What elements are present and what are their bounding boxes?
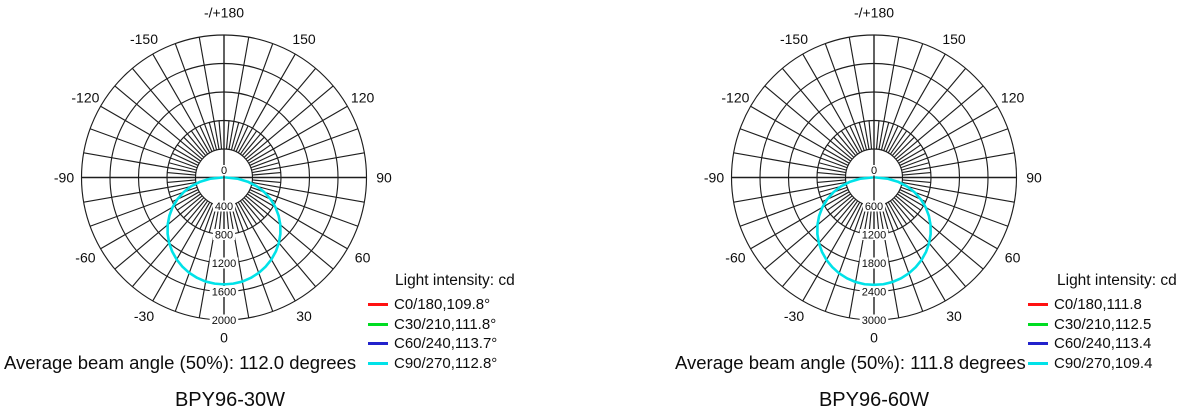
- legend-30w: Light intensity: cd C0/180,109.8° C30/210…: [366, 272, 515, 373]
- legend-swatch-line: [1028, 342, 1048, 346]
- svg-text:-150: -150: [780, 31, 808, 47]
- polar-chart-30w: 400 800 1200 1600 2000 0 -/+180 150 120 90 60 30 0 -3…: [54, 5, 392, 346]
- legend-swatch-line: [368, 342, 388, 346]
- angle-labels: -/+180 150 120 90 60 30 0 -30 -60 -90 -120 -150: [704, 5, 1042, 346]
- svg-text:-30: -30: [134, 308, 154, 324]
- svg-text:-30: -30: [784, 308, 804, 324]
- svg-text:-90: -90: [54, 170, 74, 186]
- svg-text:-/+180: -/+180: [854, 5, 894, 21]
- intensity-curve-C90-270: [166, 176, 282, 286]
- legend-entry: C60/240,113.7°: [368, 334, 515, 354]
- svg-text:-60: -60: [725, 250, 745, 266]
- svg-text:800: 800: [215, 230, 233, 242]
- svg-text:-90: -90: [704, 170, 724, 186]
- model-title-60w: BPY96-60W: [818, 389, 930, 411]
- svg-text:1200: 1200: [862, 230, 886, 242]
- svg-text:120: 120: [1001, 90, 1025, 106]
- svg-text:3000: 3000: [862, 315, 886, 327]
- svg-text:2400: 2400: [862, 287, 886, 299]
- legend-entry: C60/240,113.4: [1028, 334, 1177, 354]
- legend-entry-label: C90/270,109.4: [1054, 354, 1153, 372]
- legend-entry: C90/270,112.8°: [368, 354, 515, 374]
- svg-text:-/+180: -/+180: [204, 5, 244, 21]
- ring-value-labels: 600 1200 1800 2400 3000 0: [859, 165, 889, 327]
- svg-text:0: 0: [870, 330, 878, 346]
- svg-text:600: 600: [865, 201, 883, 213]
- svg-text:150: 150: [942, 31, 966, 47]
- angle-labels: -/+180 150 120 90 60 30 0 -30 -60 -90 -120 -150: [54, 5, 392, 346]
- intensity-curve-C90-270: [816, 176, 932, 287]
- svg-text:2000: 2000: [212, 315, 236, 327]
- legend-entries: C0/180,109.8° C30/210,111.8° C60/240,113.7…: [366, 295, 515, 373]
- svg-text:30: 30: [296, 308, 312, 324]
- legend-entry-label: C60/240,113.7°: [394, 335, 498, 352]
- legend-entry-label: C60/240,113.4: [1054, 335, 1152, 352]
- legend-entries: C0/180,111.8 C30/210,112.5 C60/240,113.4 C9…: [1026, 295, 1177, 373]
- legend-entry: C0/180,111.8: [1028, 295, 1177, 315]
- legend-entry-label: C30/210,112.5: [1054, 315, 1152, 333]
- svg-text:0: 0: [221, 165, 227, 177]
- svg-text:400: 400: [215, 201, 233, 213]
- beam-angle-text-60w: Average beam angle (50%): 111.8 degrees: [675, 352, 1026, 373]
- svg-text:-150: -150: [130, 31, 158, 47]
- legend-entry: C90/270,109.4: [1028, 354, 1177, 374]
- polar-grid: [730, 34, 1018, 321]
- legend-swatch-line: [1028, 303, 1048, 307]
- svg-text:1200: 1200: [212, 258, 236, 270]
- legend-swatch-line: [368, 361, 388, 365]
- ring-value-labels: 400 800 1200 1600 2000 0: [209, 165, 239, 327]
- legend-60w: Light intensity: cd C0/180,111.8 C30/210,…: [1026, 272, 1177, 373]
- svg-text:60: 60: [355, 250, 371, 266]
- svg-text:1600: 1600: [212, 287, 236, 299]
- legend-entry: C30/210,111.8°: [368, 315, 515, 335]
- legend-swatch-line: [1028, 361, 1048, 365]
- svg-text:90: 90: [1026, 170, 1042, 186]
- beam-angle-text-30w: Average beam angle (50%): 112.0 degrees: [4, 352, 357, 373]
- svg-text:120: 120: [351, 90, 375, 106]
- legend-swatch-line: [368, 303, 388, 307]
- svg-text:30: 30: [946, 308, 962, 324]
- svg-text:60: 60: [1005, 250, 1021, 266]
- svg-text:150: 150: [292, 31, 316, 47]
- legend-entry-label: C30/210,111.8°: [394, 315, 497, 333]
- legend-entry: C30/210,112.5: [1028, 315, 1177, 335]
- svg-text:90: 90: [376, 170, 392, 186]
- legend-entry-label: C0/180,111.8: [1054, 296, 1142, 313]
- legend-swatch-line: [1028, 322, 1048, 326]
- legend-entry-label: C0/180,109.8°: [394, 296, 491, 313]
- legend-title: Light intensity: cd: [395, 272, 515, 289]
- polar-chart-60w: 60012001800240030000-/+1801501209060300-…: [704, 5, 1042, 346]
- legend-swatch-line: [368, 322, 388, 326]
- legend-entry: C0/180,109.8°: [368, 295, 515, 315]
- legend-entry-label: C90/270,112.8°: [394, 354, 498, 372]
- svg-text:0: 0: [871, 165, 877, 177]
- svg-text:-120: -120: [721, 90, 749, 106]
- model-title-30w: BPY96-30W: [174, 389, 286, 411]
- polar-grid: [80, 34, 368, 321]
- svg-text:-60: -60: [75, 250, 95, 266]
- svg-text:0: 0: [220, 330, 228, 346]
- svg-text:-120: -120: [71, 90, 99, 106]
- legend-title: Light intensity: cd: [1057, 272, 1177, 289]
- svg-text:1800: 1800: [862, 258, 886, 270]
